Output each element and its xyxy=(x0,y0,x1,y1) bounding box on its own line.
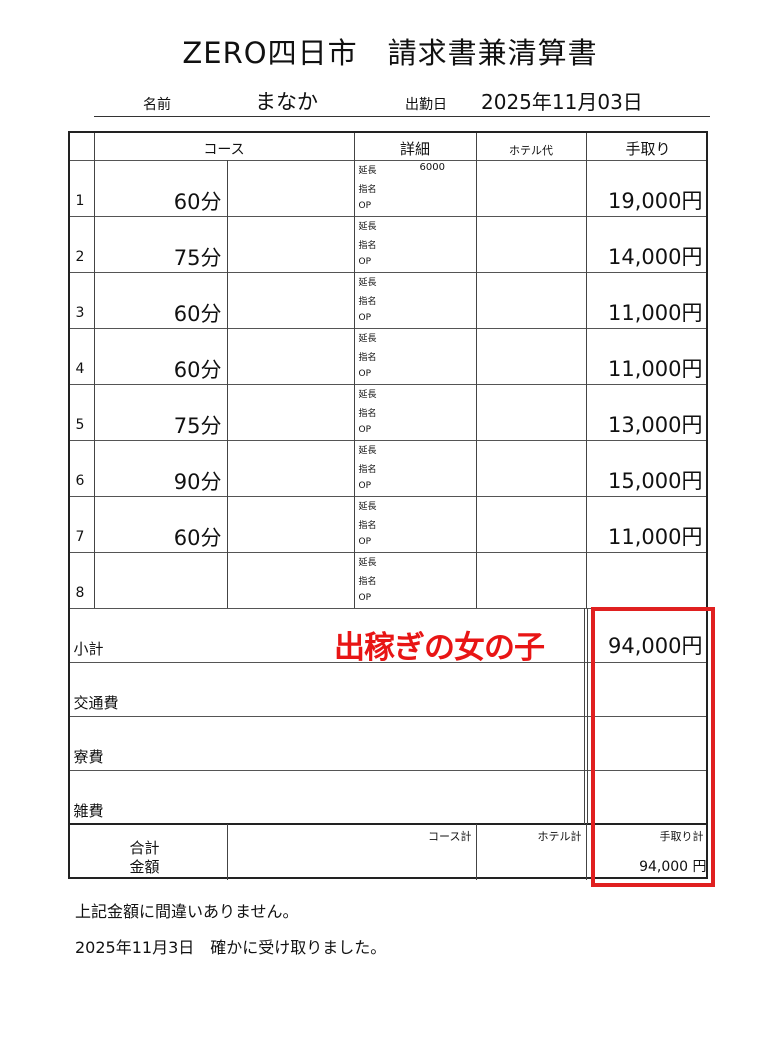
detail-label: 指名 xyxy=(358,408,377,419)
take-home-amount: 11,000円 xyxy=(608,300,703,325)
overlay-caption: 出稼ぎの女の子 xyxy=(334,630,545,666)
row-number: 2 xyxy=(75,248,85,265)
row-divider xyxy=(70,383,706,385)
take-home-amount: 13,000円 xyxy=(608,412,703,437)
row-divider xyxy=(70,495,706,497)
detail-label: 延長 xyxy=(358,221,377,232)
course-duration: 60分 xyxy=(173,189,222,214)
row-divider xyxy=(70,215,706,217)
detail-label: 延長 xyxy=(358,165,377,176)
extension-fee: 6000 xyxy=(419,161,445,173)
column-header-detail: 詳細 xyxy=(399,140,430,158)
invoice-table: コース 詳細 ホテル代 手取り 1 60分 延長 指名 OP 6000 19,000円 2 75… xyxy=(68,131,708,880)
footer-confirmation: 上記金額に間違いありません。 xyxy=(75,902,299,921)
row-divider xyxy=(70,769,706,771)
name-value: まなか xyxy=(255,90,318,114)
date-label: 出勤日 xyxy=(405,97,447,113)
row-divider xyxy=(70,551,706,553)
hotel-total-label: ホテル計 xyxy=(537,829,582,843)
course-duration: 60分 xyxy=(173,357,222,382)
detail-label: 指名 xyxy=(358,184,377,195)
detail-label: OP xyxy=(358,312,372,323)
column-divider xyxy=(226,159,228,608)
total-label: 金額 xyxy=(129,857,160,876)
detail-label: OP xyxy=(358,256,372,267)
course-duration: 60分 xyxy=(173,525,222,550)
column-header-hotel: ホテル代 xyxy=(509,144,553,157)
summary-amount: 94,000円 xyxy=(608,633,703,658)
row-divider xyxy=(70,607,706,609)
column-divider xyxy=(586,607,588,824)
row-number: 4 xyxy=(75,360,85,377)
column-divider xyxy=(475,823,477,880)
detail-label: 指名 xyxy=(358,520,377,531)
row-divider xyxy=(70,439,706,441)
detail-label: 延長 xyxy=(358,277,377,288)
header-underline xyxy=(94,116,710,117)
row-number: 6 xyxy=(75,472,85,489)
summary-label: 小計 xyxy=(73,639,104,658)
take-home-amount: 11,000円 xyxy=(608,356,703,381)
total-divider xyxy=(70,822,706,825)
document-title: ZERO四日市 請求書兼清算書 xyxy=(182,36,598,70)
row-divider xyxy=(70,715,706,717)
row-number: 5 xyxy=(75,416,85,433)
row-divider xyxy=(70,159,706,161)
row-divider xyxy=(70,327,706,329)
summary-label: 寮費 xyxy=(73,747,104,766)
detail-label: 指名 xyxy=(358,352,377,363)
detail-label: OP xyxy=(358,536,372,547)
column-header-take-home: 手取り xyxy=(625,140,671,158)
detail-label: 延長 xyxy=(358,389,377,400)
column-divider xyxy=(226,823,228,880)
total-label: 合計 xyxy=(129,838,160,857)
take-home-amount: 15,000円 xyxy=(608,468,703,493)
detail-label: OP xyxy=(358,592,372,603)
course-duration: 90分 xyxy=(173,469,222,494)
row-number: 7 xyxy=(75,528,85,545)
column-divider xyxy=(353,133,355,608)
date-value: 2025年11月03日 xyxy=(481,90,643,114)
summary-label: 交通費 xyxy=(73,693,119,712)
row-divider xyxy=(70,661,706,663)
take-home-total-label: 手取り計 xyxy=(659,829,704,843)
column-header-course: コース xyxy=(203,142,245,158)
detail-label: 指名 xyxy=(358,464,377,475)
course-duration: 75分 xyxy=(173,413,222,438)
column-divider xyxy=(475,133,477,608)
column-divider xyxy=(585,823,587,880)
take-home-total-value: 94,000 円 xyxy=(639,858,707,875)
detail-label: 延長 xyxy=(358,501,377,512)
detail-label: OP xyxy=(358,480,372,491)
detail-label: 延長 xyxy=(358,445,377,456)
detail-label: 延長 xyxy=(358,557,377,568)
highlight-box xyxy=(591,607,715,887)
name-label: 名前 xyxy=(143,97,171,113)
detail-label: 指名 xyxy=(358,296,377,307)
column-divider xyxy=(583,607,585,824)
row-number: 3 xyxy=(75,304,85,321)
summary-label: 雑費 xyxy=(73,801,104,820)
column-divider xyxy=(93,133,95,608)
row-number: 1 xyxy=(75,192,85,209)
row-divider xyxy=(70,271,706,273)
take-home-amount: 14,000円 xyxy=(608,244,703,269)
footer-receipt: 2025年11月3日 確かに受け取りました。 xyxy=(75,938,387,957)
row-number: 8 xyxy=(75,584,85,601)
detail-label: OP xyxy=(358,424,372,435)
detail-label: 指名 xyxy=(358,576,377,587)
detail-label: OP xyxy=(358,368,372,379)
course-duration: 60分 xyxy=(173,301,222,326)
detail-label: OP xyxy=(358,200,372,211)
take-home-amount: 19,000円 xyxy=(608,188,703,213)
take-home-amount: 11,000円 xyxy=(608,524,703,549)
course-duration: 75分 xyxy=(173,245,222,270)
detail-label: 延長 xyxy=(358,333,377,344)
detail-label: 指名 xyxy=(358,240,377,251)
column-divider xyxy=(585,133,587,608)
course-total-label: コース計 xyxy=(428,829,472,843)
